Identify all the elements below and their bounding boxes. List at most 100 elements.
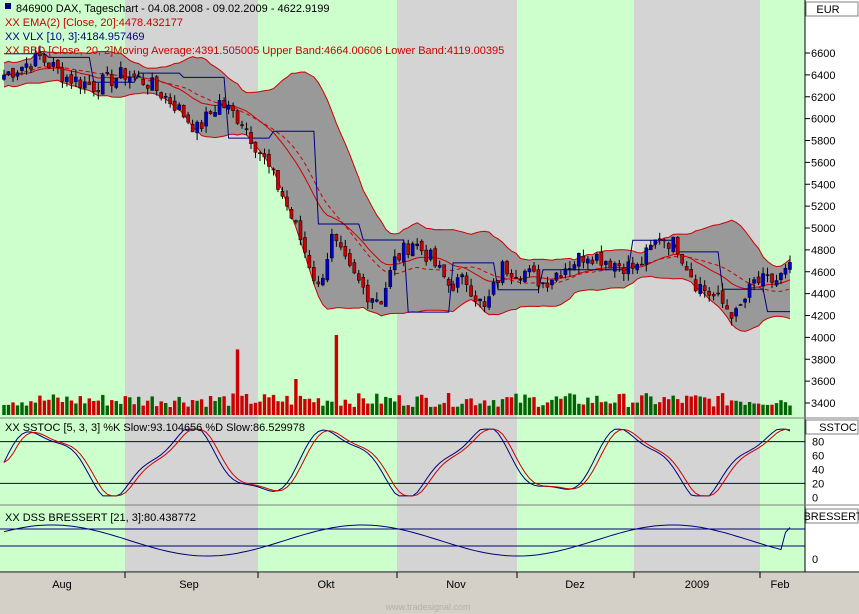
candle-body (680, 253, 684, 264)
candle-body (78, 79, 83, 88)
candle-body (321, 277, 325, 286)
candle-body (42, 54, 47, 63)
volume-bar (752, 403, 756, 415)
volume-bar (451, 406, 455, 415)
sstoc-k-line (3, 428, 791, 497)
candle-body (419, 240, 424, 252)
volume-bar (173, 400, 177, 415)
candle-body (729, 312, 734, 319)
volume-bar (509, 397, 514, 415)
candle-body (190, 123, 195, 133)
candle-body (123, 68, 128, 80)
candle-body (96, 90, 101, 93)
candle-body (15, 72, 20, 77)
volume-bar (608, 403, 612, 415)
candle-body (226, 104, 231, 110)
watermark: www.tradesignal.com (384, 602, 470, 612)
candle-body (613, 263, 617, 272)
volume-bar (132, 404, 136, 415)
volume-bar (680, 402, 684, 415)
volume-bar (348, 403, 352, 415)
candle-body (657, 238, 662, 240)
volume-bar (442, 402, 446, 415)
volume-bar (352, 406, 356, 415)
volume-bar (60, 402, 65, 415)
volume-bar (640, 395, 644, 415)
volume-bar (343, 399, 347, 415)
candle-body (294, 220, 298, 223)
candle-body (231, 105, 235, 111)
volume-bar (694, 395, 698, 415)
volume-bar (725, 405, 729, 415)
bollinger-upper-band (3, 51, 791, 268)
month-label: Dez (565, 579, 585, 591)
month-label: Okt (317, 579, 334, 591)
volume-bar (743, 404, 747, 415)
candle-body (33, 52, 38, 67)
candle-body (702, 285, 707, 291)
candle-body (491, 281, 496, 295)
candle-body (60, 67, 65, 82)
volume-bar (38, 395, 42, 415)
volume-bar (433, 406, 437, 415)
candle-body (590, 259, 595, 264)
candle-body (541, 282, 545, 285)
volume-bar (496, 406, 500, 415)
legend-vlx: XX VLX [10, 3]:4184.957469 (5, 31, 144, 43)
volume-bar (572, 394, 577, 415)
vlx-line (4, 53, 790, 313)
candle-body (208, 111, 213, 114)
volume-bar (402, 405, 406, 415)
candle-body (249, 132, 253, 144)
volume-bar (406, 405, 410, 415)
price-tick-label: 5200 (811, 201, 835, 213)
volume-bar (114, 401, 118, 415)
candle-body (572, 264, 577, 271)
volume-bar (518, 402, 523, 415)
candle-body (357, 273, 361, 281)
volume-bar (204, 406, 208, 415)
candle-body (738, 304, 743, 306)
volume-bar (276, 401, 280, 415)
volume-bar (164, 403, 168, 415)
volume-bar (379, 403, 383, 415)
candle-body (675, 237, 680, 255)
candle-body (536, 269, 541, 287)
candle-body (307, 255, 312, 268)
ema-line (3, 67, 791, 290)
candle-body (500, 261, 505, 283)
volume-bar (536, 406, 541, 415)
volume-bar (6, 404, 11, 415)
candle-body (559, 275, 563, 278)
candle-body (38, 52, 42, 57)
candle-body (666, 243, 671, 249)
candle-body (195, 121, 199, 134)
volume-bar (321, 405, 325, 415)
volume-bars (2, 335, 792, 415)
volume-bar (370, 403, 374, 415)
candle-body (289, 209, 294, 219)
candle-body (523, 270, 527, 282)
volume-bar (190, 400, 195, 415)
volume-bar (146, 400, 150, 415)
volume-bar (599, 402, 604, 415)
candle-body (177, 104, 181, 111)
volume-bar (473, 405, 478, 415)
volume-bar (429, 406, 433, 415)
volume-bar (92, 401, 96, 415)
candle-body (621, 267, 626, 274)
volume-bar (15, 405, 20, 415)
candle-body (626, 261, 631, 275)
volume-bar (271, 394, 276, 415)
candle-body (577, 253, 581, 267)
legend-bbd: XX BBD [Close, 20, 2]Moving Average:4391… (5, 45, 504, 57)
volume-bar (375, 393, 379, 415)
candle-body (361, 277, 366, 288)
volume-bar (635, 402, 639, 415)
candle-body (69, 74, 74, 84)
sstoc-tick-label: 0 (812, 492, 818, 504)
candle-body (132, 73, 137, 77)
volume-bar (631, 402, 635, 415)
chart-title: 846900 DAX, Tageschart - 04.08.2008 - 09… (16, 3, 330, 15)
